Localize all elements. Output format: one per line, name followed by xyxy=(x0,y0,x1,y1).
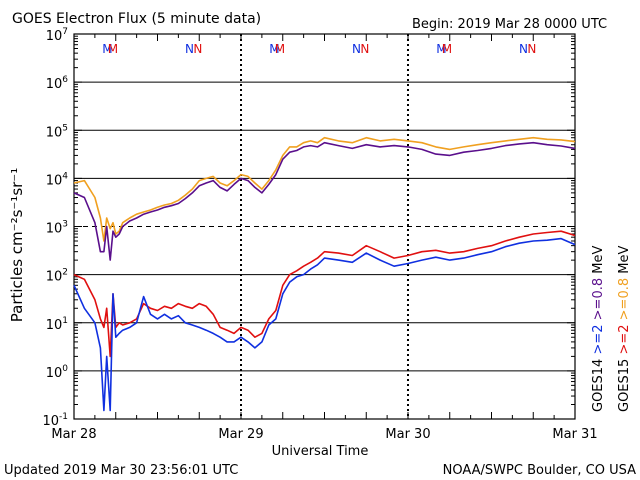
grid-layer xyxy=(74,81,575,372)
legend-entry: GOES15 >=2 >=0.8 MeV xyxy=(617,246,632,412)
satellite-marker: M xyxy=(102,42,112,56)
x-tick-label: Mar 30 xyxy=(385,427,430,442)
x-tick-label: Mar 29 xyxy=(218,427,263,442)
satellite-marker: M xyxy=(442,42,452,56)
day-boundary-layer xyxy=(240,34,409,419)
axis-tick-layer xyxy=(73,34,576,420)
series-line-3 xyxy=(73,237,576,412)
y-tick-label: 102 xyxy=(46,268,68,285)
satellite-marker: N xyxy=(185,42,194,56)
y-tick-label: 107 xyxy=(46,27,68,44)
y-tick-label: 100 xyxy=(46,364,69,381)
x-tick-label-layer: Mar 28 Mar 29 Mar 30 Mar 31 xyxy=(51,427,597,442)
y-tick-label: 10-1 xyxy=(42,412,68,429)
chart-title: GOES Electron Flux (5 minute data) xyxy=(12,11,261,27)
satellite-marker: N xyxy=(193,42,202,56)
legend: GOES14 >=2 >=0.8 MeV GOES15 >=2 >=0.8 MeV xyxy=(591,246,632,412)
y-tick-label: 101 xyxy=(46,316,68,333)
satellite-marker: M xyxy=(275,42,285,56)
satellite-marker: M xyxy=(436,42,446,56)
series-line-0 xyxy=(73,136,576,242)
source-credit: NOAA/SWPC Boulder, CO USA xyxy=(443,463,636,478)
y-tick-label: 103 xyxy=(46,220,68,237)
satellite-marker: N xyxy=(519,42,528,56)
x-tick-label: Mar 31 xyxy=(552,427,597,442)
satellite-marker: N xyxy=(527,42,536,56)
satellite-marker: N xyxy=(360,42,369,56)
y-tick-label: 105 xyxy=(46,123,68,140)
series-layer xyxy=(73,136,576,412)
satellite-marker-layer: MM N N MM N N MM N N xyxy=(102,42,536,56)
x-tick-label: Mar 28 xyxy=(51,427,96,442)
y-tick-label: 104 xyxy=(46,171,69,188)
y-axis-title: Particles cm⁻²s⁻¹sr⁻¹ xyxy=(8,168,26,322)
y-tick-label: 106 xyxy=(46,75,69,92)
updated-timestamp: Updated 2019 Mar 30 23:56:01 UTC xyxy=(4,463,238,478)
satellite-marker: M xyxy=(108,42,118,56)
series-line-1 xyxy=(73,141,576,261)
satellite-marker: N xyxy=(352,42,361,56)
begin-label: Begin: 2019 Mar 28 0000 UTC xyxy=(412,17,607,32)
y-tick-label-layer: 107 106 105 104 103 102 101 100 10-1 xyxy=(42,27,68,429)
series-line-2 xyxy=(73,230,576,358)
x-axis-title: Universal Time xyxy=(272,444,369,459)
legend-entry: GOES14 >=2 >=0.8 MeV xyxy=(591,246,606,412)
satellite-marker: M xyxy=(269,42,279,56)
